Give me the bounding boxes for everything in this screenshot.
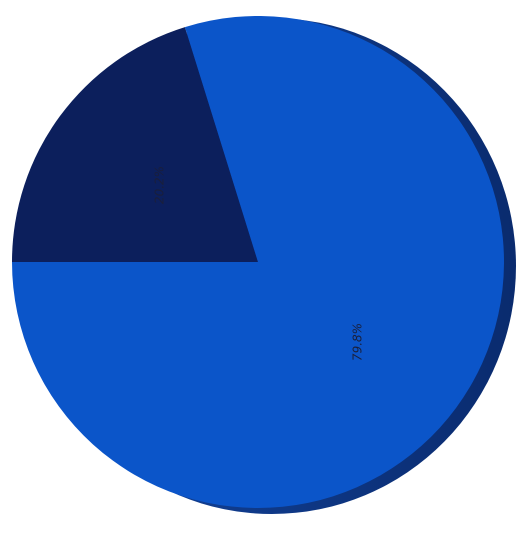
pie-slice-label-2: 79.8% (351, 323, 365, 361)
pie-slice-1 (11, 27, 258, 262)
pie-slice-2 (12, 15, 504, 508)
pie-slice-label-1: 20.2% (153, 166, 167, 204)
